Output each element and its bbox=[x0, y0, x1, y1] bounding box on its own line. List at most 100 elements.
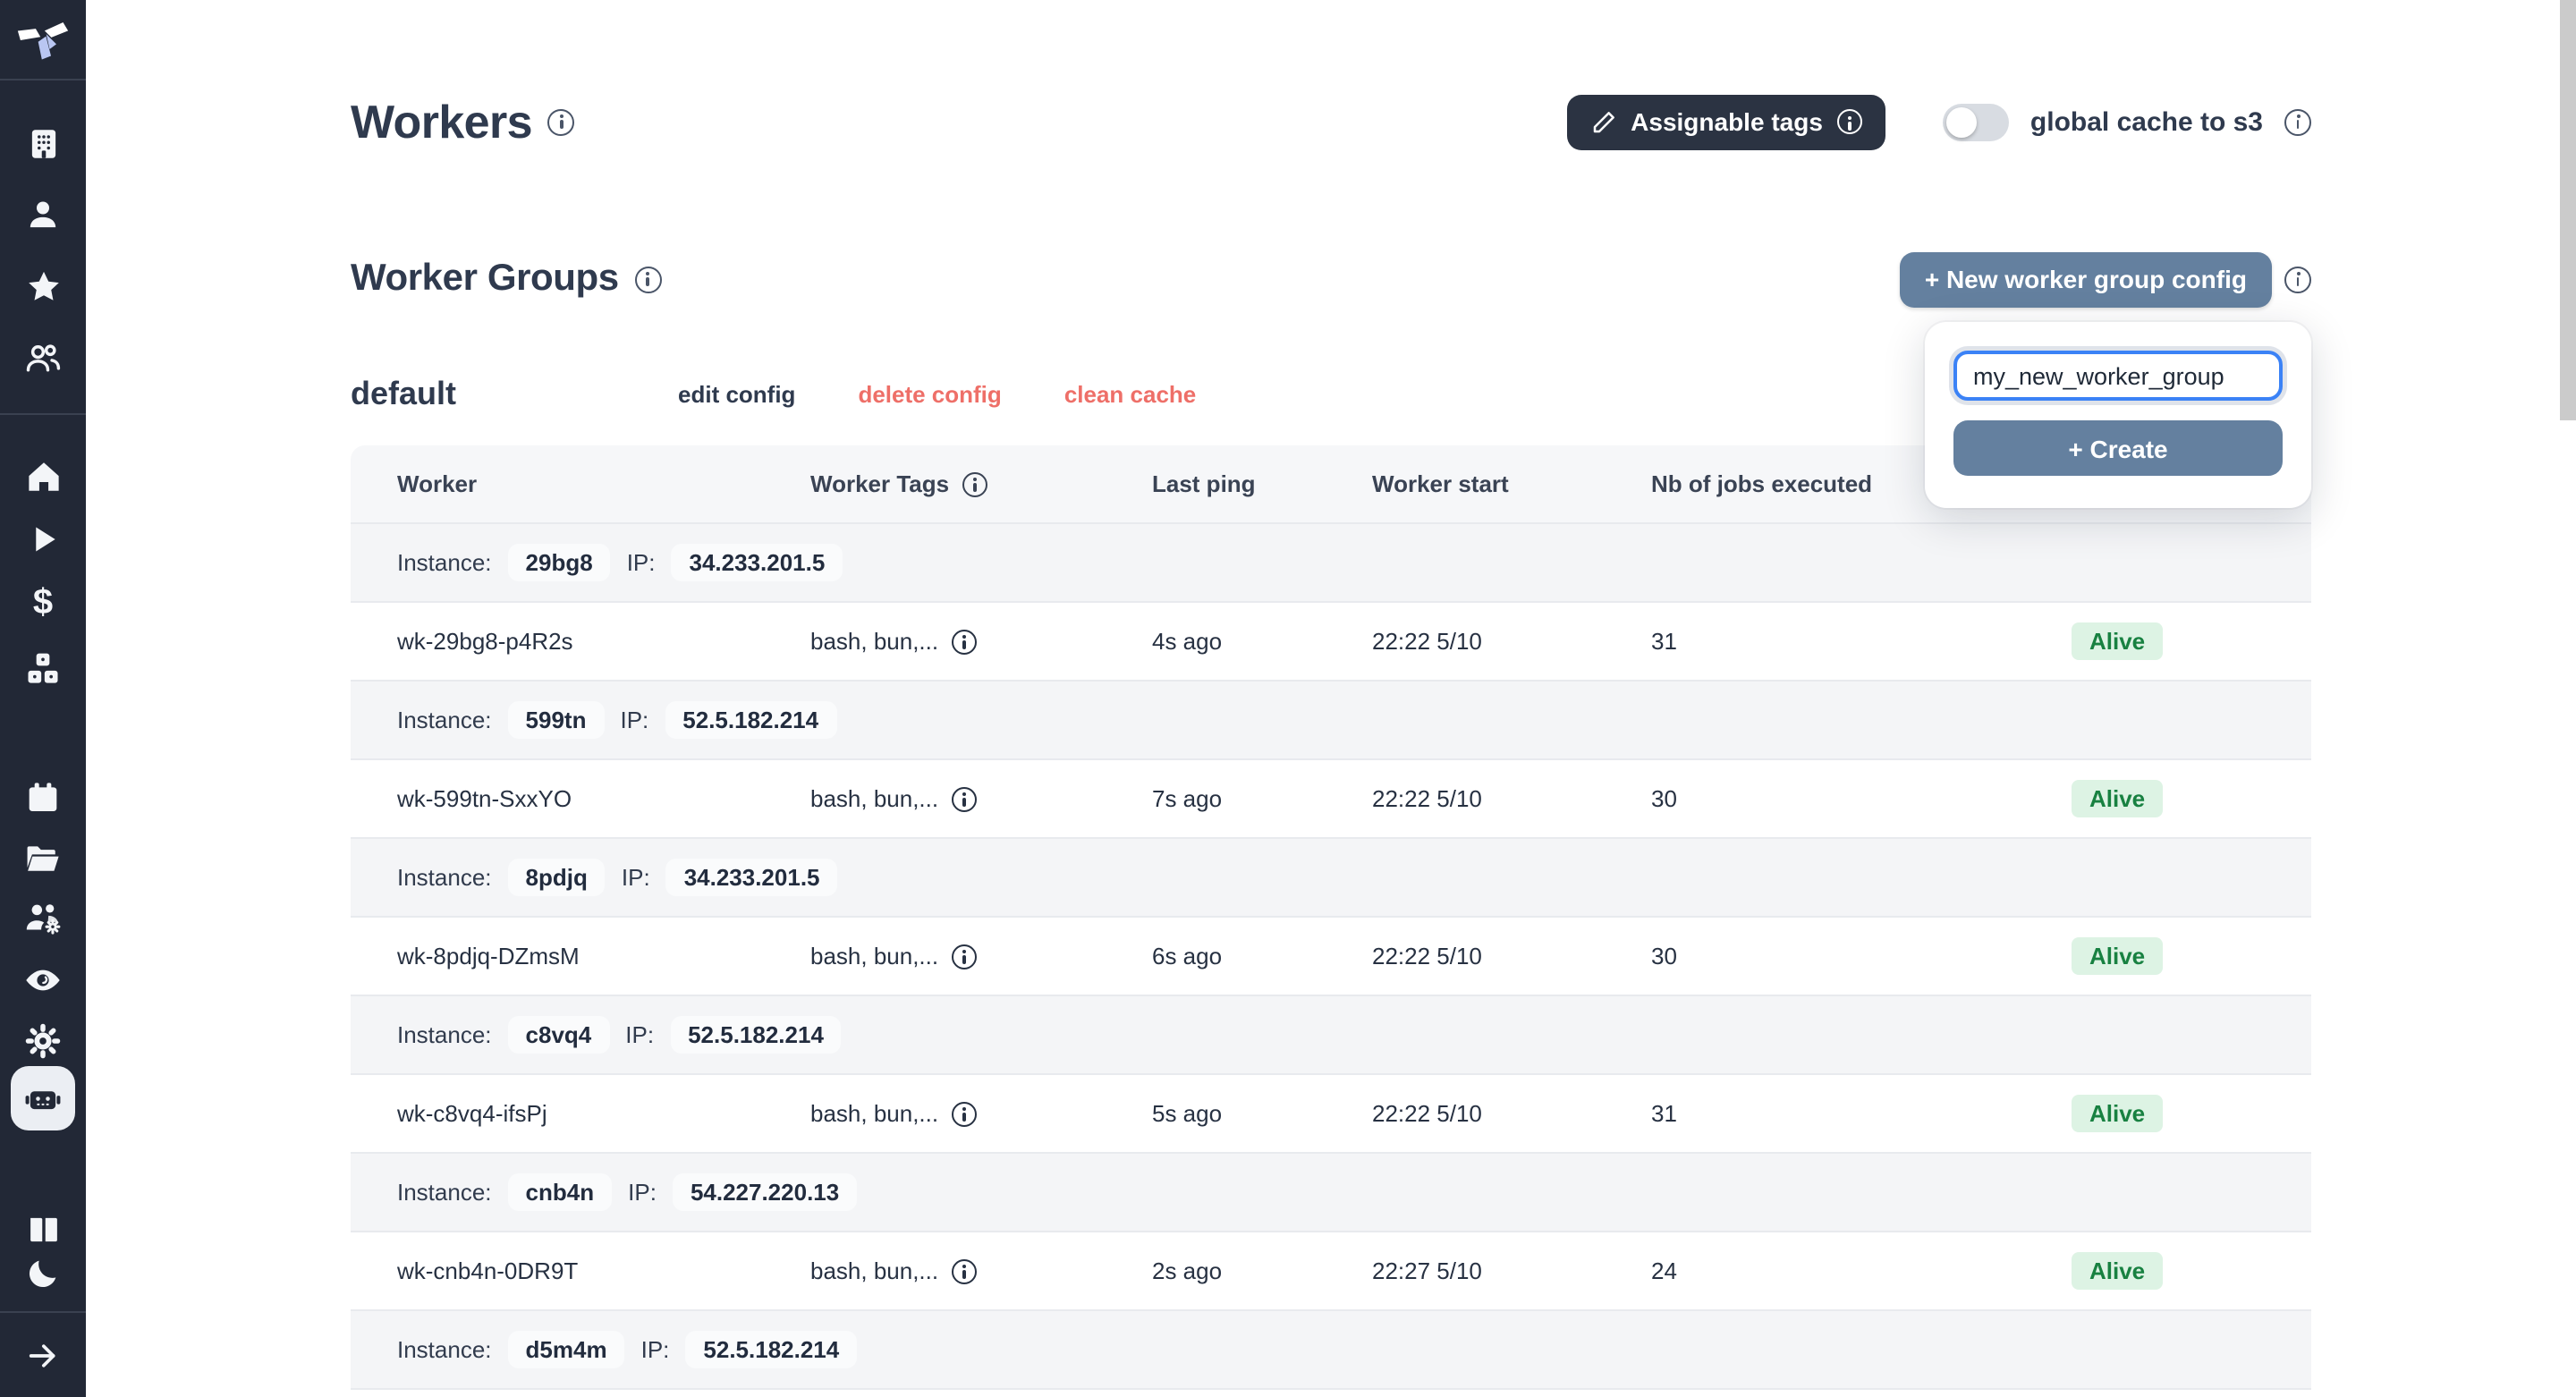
worker-tags: bash, bun,... bbox=[810, 628, 1152, 655]
worker-name: wk-c8vq4-ifsPj bbox=[397, 1100, 547, 1127]
user-icon bbox=[30, 201, 56, 228]
header-controls: Assignable tags global cache to s3 bbox=[1566, 94, 2311, 149]
sidebar-item-workspace[interactable] bbox=[0, 122, 86, 165]
toggle-knob bbox=[1945, 106, 1977, 137]
sidebar: $ bbox=[0, 0, 86, 1397]
worker-row: wk-c8vq4-ifsPj bash, bun,... 5s ago 22:2… bbox=[351, 1073, 2311, 1152]
ip-label: IP: bbox=[620, 707, 649, 733]
instance-row: Instance: c8vq4 IP: 52.5.182.214 bbox=[351, 995, 2311, 1073]
windmill-logo-icon[interactable] bbox=[0, 14, 86, 60]
sidebar-item-groups-admin[interactable] bbox=[0, 896, 86, 939]
sidebar-item-audit[interactable] bbox=[0, 959, 86, 1002]
instance-row: Instance: cnb4n IP: 54.227.220.13 bbox=[351, 1152, 2311, 1231]
pencil-icon bbox=[1592, 111, 1614, 132]
instance-label: Instance: bbox=[397, 1021, 492, 1048]
sidebar-item-workers[interactable] bbox=[11, 1066, 75, 1130]
worker-row: wk-29bg8-p4R2s bash, bun,... 4s ago 22:2… bbox=[351, 601, 2311, 680]
info-icon[interactable] bbox=[547, 108, 575, 135]
arrow-right-icon bbox=[29, 1344, 55, 1367]
group-row-default: default edit config delete config clean … bbox=[351, 365, 2311, 422]
jobs-count: 30 bbox=[1651, 943, 1677, 969]
sidebar-item-theme[interactable] bbox=[0, 1252, 86, 1295]
jobs-count: 24 bbox=[1651, 1257, 1677, 1284]
worker-group-name-input[interactable] bbox=[1953, 351, 2283, 401]
info-icon[interactable] bbox=[951, 786, 977, 811]
group-name: default bbox=[351, 375, 457, 411]
info-icon[interactable] bbox=[2284, 266, 2311, 292]
info-icon[interactable] bbox=[2284, 108, 2311, 135]
moon-icon bbox=[29, 1260, 56, 1288]
clean-cache-link[interactable]: clean cache bbox=[1063, 380, 1197, 407]
cubes-icon bbox=[28, 653, 58, 683]
sidebar-divider bbox=[0, 413, 86, 415]
building-icon bbox=[30, 129, 55, 157]
sidebar-item-home[interactable] bbox=[0, 454, 86, 497]
ip-label: IP: bbox=[628, 1179, 657, 1206]
global-cache-label: global cache to s3 bbox=[2029, 106, 2263, 137]
eye-icon bbox=[26, 969, 60, 991]
edit-config-link[interactable]: edit config bbox=[678, 380, 796, 407]
worker-start: 22:22 5/10 bbox=[1372, 1100, 1482, 1127]
column-header-worker-start: Worker start bbox=[1372, 470, 1509, 497]
folder-open-icon bbox=[27, 846, 59, 871]
global-cache-toggle[interactable] bbox=[1942, 103, 2009, 140]
sidebar-expand[interactable] bbox=[0, 1334, 86, 1377]
create-button[interactable]: + Create bbox=[1953, 420, 2283, 476]
instance-ip: 54.227.220.13 bbox=[672, 1173, 858, 1211]
sidebar-item-docs[interactable] bbox=[0, 1207, 86, 1250]
column-header-worker-tags: Worker Tags bbox=[810, 470, 1152, 497]
main-content: Workers Assignable tags global cache to … bbox=[351, 0, 2311, 1397]
info-icon[interactable] bbox=[951, 629, 977, 654]
workers-table: Worker Worker Tags Last ping Worker star… bbox=[351, 445, 2311, 1397]
info-icon[interactable] bbox=[962, 471, 987, 496]
sidebar-item-user[interactable] bbox=[0, 193, 86, 236]
gear-icon bbox=[25, 1023, 61, 1059]
worker-row: wk-cnb4n-0DR9T bash, bun,... 2s ago 22:2… bbox=[351, 1231, 2311, 1309]
info-icon[interactable] bbox=[1836, 109, 1862, 134]
scrollbar-thumb[interactable] bbox=[2560, 0, 2576, 420]
sidebar-item-settings[interactable] bbox=[0, 1020, 86, 1063]
instance-ip: 34.233.201.5 bbox=[671, 544, 843, 581]
status-badge: Alive bbox=[2072, 937, 2164, 975]
delete-config-link[interactable]: delete config bbox=[858, 380, 1002, 407]
instance-row: Instance: d5m4m IP: 52.5.182.214 bbox=[351, 1309, 2311, 1388]
sidebar-item-resources[interactable] bbox=[0, 648, 86, 690]
page-header: Workers Assignable tags global cache to … bbox=[351, 86, 2311, 157]
instance-ip: 52.5.182.214 bbox=[685, 1331, 858, 1368]
books-icon bbox=[30, 1216, 56, 1241]
new-worker-group-config-button[interactable]: + New worker group config bbox=[1899, 251, 2272, 307]
instance-id: c8vq4 bbox=[507, 1016, 610, 1054]
worker-start: 22:22 5/10 bbox=[1372, 628, 1482, 655]
sidebar-item-favorites[interactable] bbox=[0, 265, 86, 308]
last-ping: 2s ago bbox=[1152, 1257, 1223, 1284]
column-header-worker: Worker bbox=[397, 470, 478, 497]
worker-row: wk-599tn-SxxYO bash, bun,... 7s ago 22:2… bbox=[351, 758, 2311, 837]
assignable-tags-button[interactable]: Assignable tags bbox=[1566, 94, 1885, 149]
ip-label: IP: bbox=[640, 1336, 670, 1363]
instance-label: Instance: bbox=[397, 1179, 492, 1206]
info-icon[interactable] bbox=[951, 1101, 977, 1126]
sidebar-item-runs[interactable] bbox=[0, 517, 86, 560]
sidebar-item-schedules[interactable] bbox=[0, 776, 86, 819]
new-worker-group-popover: + Create bbox=[1925, 322, 2311, 508]
ip-label: IP: bbox=[626, 549, 656, 576]
jobs-count: 30 bbox=[1651, 785, 1677, 812]
ip-label: IP: bbox=[625, 1021, 655, 1048]
last-ping: 7s ago bbox=[1152, 785, 1223, 812]
info-icon[interactable] bbox=[951, 944, 977, 969]
info-icon[interactable] bbox=[951, 1258, 977, 1283]
sidebar-item-folders[interactable] bbox=[0, 837, 86, 880]
dollar-icon: $ bbox=[32, 583, 54, 622]
sidebar-item-groups[interactable] bbox=[0, 336, 86, 379]
instance-label: Instance: bbox=[397, 864, 492, 891]
worker-name: wk-8pdjq-DZmsM bbox=[397, 943, 580, 969]
instance-row: Instance: 599tn IP: 52.5.182.214 bbox=[351, 680, 2311, 758]
worker-groups-header: Worker Groups + New worker group config bbox=[351, 247, 2311, 311]
info-icon[interactable] bbox=[634, 266, 662, 292]
sidebar-item-variables[interactable]: $ bbox=[0, 581, 86, 624]
column-header-jobs: Nb of jobs executed bbox=[1651, 470, 1873, 497]
instance-id: 599tn bbox=[507, 701, 605, 739]
instance-id: 29bg8 bbox=[507, 544, 611, 581]
assignable-tags-label: Assignable tags bbox=[1631, 107, 1823, 136]
